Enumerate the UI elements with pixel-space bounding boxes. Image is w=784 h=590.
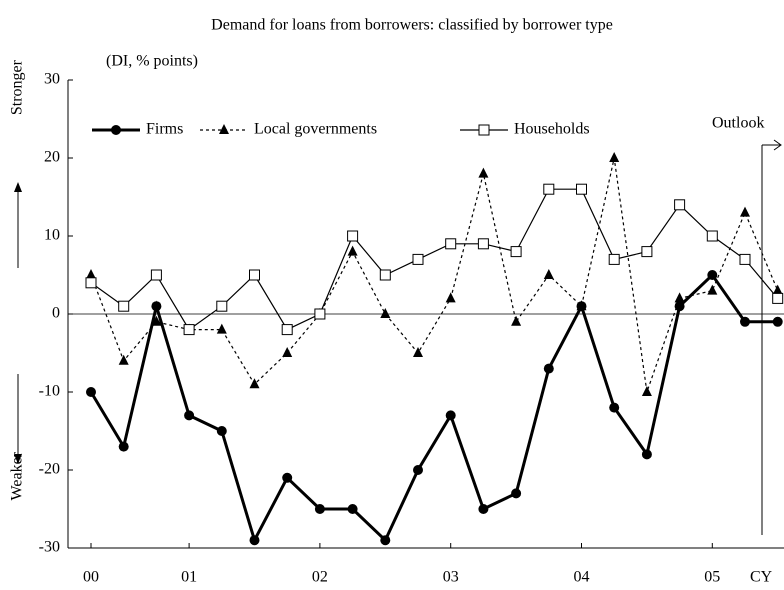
data-point (674, 199, 686, 211)
legend-marker (111, 125, 121, 135)
data-point (609, 402, 620, 413)
x-tick-label: 03 (443, 569, 459, 586)
data-point (314, 504, 325, 514)
data-point (413, 347, 423, 357)
data-point (216, 300, 228, 312)
data-point (380, 535, 391, 546)
y-tick-label: 30 (44, 71, 60, 88)
legend-label: Households (514, 121, 590, 138)
data-point (772, 284, 783, 295)
data-point (543, 183, 555, 195)
x-tick-label: 00 (83, 569, 99, 586)
data-point (674, 301, 685, 312)
data-point (511, 315, 522, 326)
down-arrow-head (14, 454, 22, 464)
data-point (281, 324, 293, 336)
data-point (576, 300, 587, 311)
data-point (216, 426, 227, 436)
data-point (772, 292, 784, 304)
y-axis-label: (DI, % points) (106, 53, 198, 70)
outlook-arrow-head (773, 139, 782, 151)
data-point (118, 441, 129, 452)
data-point (347, 245, 358, 256)
data-point (380, 308, 391, 318)
y-tick-label: -10 (39, 383, 60, 400)
data-point (379, 269, 391, 281)
data-point (184, 410, 195, 421)
y-tick-label: -20 (39, 461, 60, 478)
data-point (118, 300, 130, 312)
data-point (314, 308, 326, 320)
outlook-label: Outlook (712, 115, 764, 132)
data-point (150, 269, 162, 281)
data-point (576, 183, 587, 195)
data-point (609, 152, 620, 162)
data-point (706, 230, 718, 242)
data-point (740, 206, 750, 217)
data-point (86, 387, 96, 397)
data-point (282, 472, 293, 483)
data-point (216, 323, 227, 334)
y-tick-label: 10 (44, 227, 60, 244)
series-line (90, 188, 779, 331)
y-tick-label: 0 (52, 305, 60, 322)
legend-label: Firms (146, 121, 183, 138)
data-point (478, 167, 489, 178)
y-tick-label: -30 (39, 539, 60, 556)
data-point (739, 253, 751, 265)
data-point (510, 246, 522, 258)
data-point (707, 270, 718, 280)
data-point (477, 238, 489, 250)
data-point (249, 378, 260, 389)
legend-marker (219, 124, 229, 134)
data-point (151, 301, 162, 312)
data-point (412, 253, 424, 265)
data-point (118, 354, 129, 365)
y-tick-label: 20 (44, 149, 60, 166)
up-arrow-head (14, 182, 22, 192)
data-point (413, 465, 423, 475)
data-point (347, 230, 359, 242)
data-point (543, 363, 554, 374)
x-tick-label: 05 (704, 569, 720, 586)
data-point (674, 292, 685, 303)
data-point (282, 347, 293, 357)
data-point (151, 315, 162, 326)
data-point (347, 504, 358, 514)
data-point (641, 449, 652, 460)
data-point (183, 324, 195, 336)
x-unit-label: CY (750, 569, 773, 586)
data-point (249, 535, 260, 546)
data-point (772, 316, 783, 327)
series-line (90, 157, 779, 393)
data-point (478, 504, 489, 514)
weaker-label: Weaker (9, 451, 26, 500)
data-point (85, 277, 97, 289)
data-point (641, 246, 653, 258)
x-tick-label: 04 (574, 569, 590, 586)
data-point (445, 238, 457, 250)
chart-title: Demand for loans from borrowers: classif… (211, 17, 613, 34)
series-line (89, 272, 778, 545)
data-point (86, 269, 96, 279)
stronger-label: Stronger (9, 59, 26, 115)
data-point (445, 410, 456, 421)
x-tick-label: 01 (181, 569, 197, 586)
legend-label: Local governments (254, 121, 377, 138)
data-point (543, 269, 554, 279)
data-point (249, 269, 260, 281)
data-point (511, 488, 522, 499)
x-tick-label: 02 (312, 569, 328, 586)
data-point (445, 292, 456, 303)
data-point (608, 253, 620, 265)
legend-marker (478, 124, 490, 136)
data-point (740, 316, 750, 327)
data-point (707, 284, 718, 295)
data-point (641, 386, 652, 396)
